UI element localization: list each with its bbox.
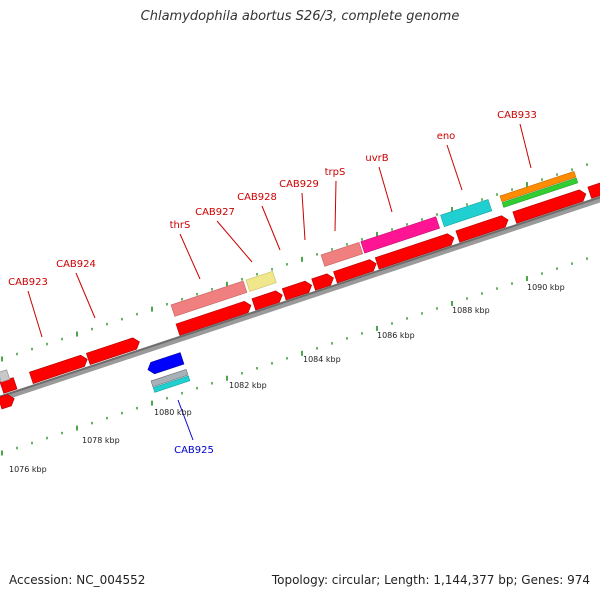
gene-box-cab925-grey[interactable] [150,368,189,388]
leader-line [261,205,281,251]
outer-tick-ring [1,163,588,362]
leader-line [75,272,96,319]
gene-box-cab925-cyan[interactable] [152,375,191,393]
leader-line [177,399,194,441]
scale-label: 1082 kbp [229,381,267,390]
leader-line [27,290,43,338]
gene-arrow-reverse-left[interactable] [0,393,16,410]
gene-arrow-cab928[interactable] [281,279,313,301]
gene-arrow-uvrB[interactable] [374,232,456,270]
gene-label[interactable]: uvrB [365,153,388,164]
scale-label: 1080 kbp [154,408,192,417]
gene-arrow-cab933[interactable] [512,188,588,224]
gene-box-cab933-green[interactable] [501,177,579,208]
gene-arrow-cab924[interactable] [29,354,89,384]
gene-label[interactable]: eno [437,131,456,142]
gene-box-cab933-orange[interactable] [499,171,577,203]
topology-text: Topology: circular; Length: 1,144,377 bp… [271,573,590,587]
scale-label: 1086 kbp [377,331,415,340]
gene-features [0,171,600,410]
gene-label[interactable]: CAB929 [279,179,319,190]
gene-box-cab927[interactable] [245,270,277,292]
gene-arrow-cab925[interactable] [146,352,185,376]
gene-label[interactable]: CAB928 [237,192,277,203]
leader-line [179,233,201,280]
gene-arrow-cab927[interactable] [251,289,284,311]
leader-line [446,144,463,191]
accession-text: Accession: NC_004552 [9,573,146,587]
gene-arrow-eno[interactable] [455,214,510,243]
leader-line [301,192,306,241]
leader-line [378,166,393,213]
gene-label[interactable]: thrS [170,220,191,231]
leader-line [216,220,253,263]
leader-line [519,123,532,169]
gene-arrow-thrS[interactable] [175,300,253,336]
label-leader-lines [27,123,532,441]
scale-label: 1078 kbp [82,436,120,445]
gene-box-trpS[interactable] [320,241,364,267]
page-title: Chlamydophila abortus S26/3, complete ge… [140,9,460,24]
gene-label[interactable]: CAB927 [195,207,235,218]
scale-label: 1084 kbp [303,355,341,364]
genome-backbone [0,196,600,402]
gene-box-uvrB[interactable] [360,216,440,254]
gene-label[interactable]: trpS [325,167,346,178]
gene-arrow-next[interactable] [587,175,600,199]
gene-arrow-trpS[interactable] [333,258,379,284]
scale-label-group: 1076 kbp 1078 kbp 1080 kbp 1082 kbp 1084 kbp… [9,283,565,474]
gene-label[interactable]: CAB923 [8,277,48,288]
scale-label: 1090 kbp [527,283,565,292]
gene-label[interactable]: CAB924 [56,259,96,270]
inner-tick-ring [1,257,588,456]
gene-arrow-cab929[interactable] [311,272,336,291]
gene-label[interactable]: CAB933 [497,110,537,121]
gene-box-grey-left[interactable] [0,369,11,383]
gene-box-eno[interactable] [440,199,493,227]
gene-arrow-cab924b[interactable] [85,336,141,366]
scale-label: 1076 kbp [9,465,47,474]
gene-label[interactable]: CAB925 [174,445,214,456]
gene-box-thrS[interactable] [170,280,248,317]
scale-label: 1088 kbp [452,306,490,315]
leader-line [334,180,337,232]
